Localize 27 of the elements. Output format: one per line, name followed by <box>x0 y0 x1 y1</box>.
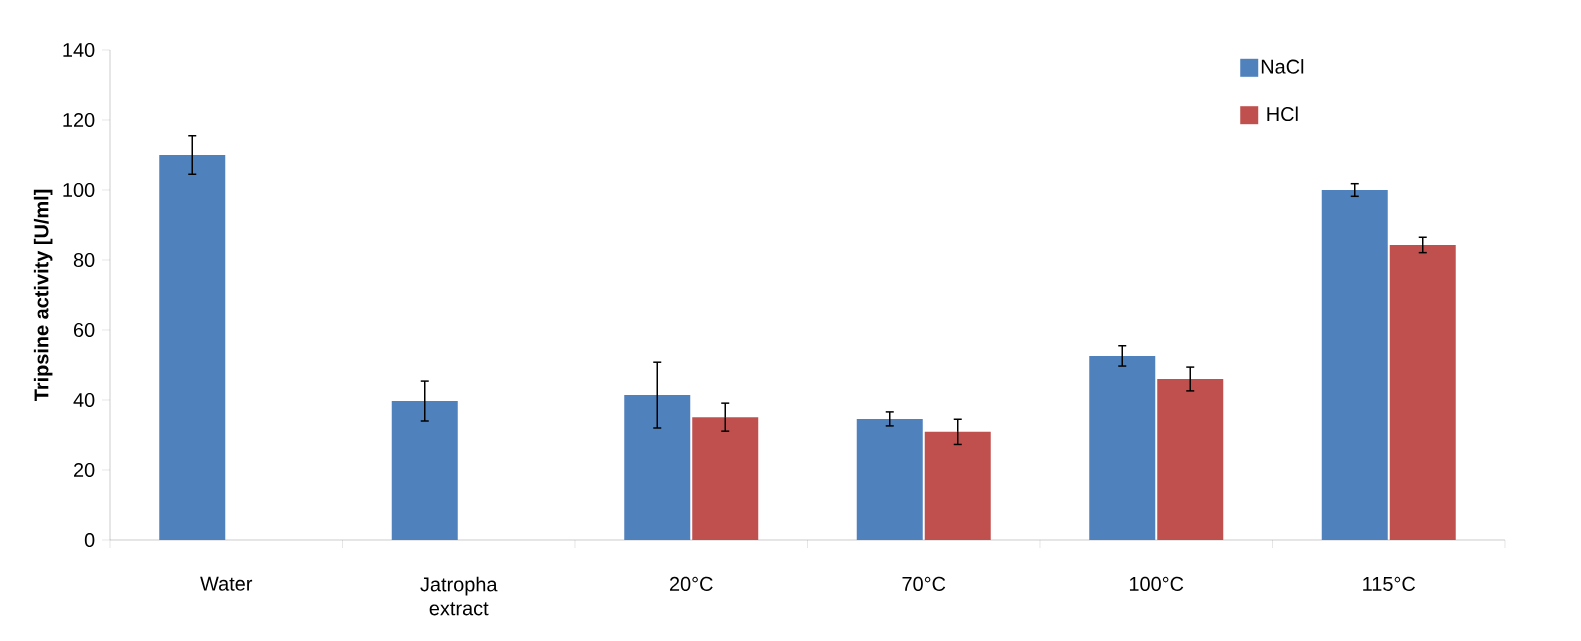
bar <box>391 401 458 540</box>
bar <box>692 417 759 540</box>
x-tick-label: Jatropha extract <box>420 576 498 616</box>
bar <box>856 418 923 540</box>
y-tick-label: 20 <box>74 462 95 478</box>
x-tick-label: 115°C <box>1363 576 1416 591</box>
legend-label: NaCl <box>1261 59 1304 74</box>
bar <box>1321 190 1388 540</box>
bar <box>1157 379 1224 540</box>
bar <box>1089 355 1156 540</box>
bar <box>624 395 691 540</box>
y-tick-label: 60 <box>74 322 95 338</box>
x-tick-label: Water <box>200 576 253 591</box>
y-tick-label: 120 <box>63 112 95 128</box>
y-tick-label: 140 <box>63 42 95 58</box>
y-tick-label: 40 <box>73 392 95 408</box>
bar <box>1389 244 1456 540</box>
x-tick-label: 100°C <box>1129 576 1184 591</box>
x-tick-label: 70°C <box>902 576 946 591</box>
bar <box>924 431 991 540</box>
y-tick-label: 80 <box>73 252 95 268</box>
y-tick-label: 0 <box>84 532 95 548</box>
x-tick-label: 20°C <box>669 576 713 591</box>
y-axis-title: Tripsine activity [U/ml] <box>33 189 53 402</box>
y-tick-label: 100 <box>63 182 95 198</box>
legend-label: HCl <box>1267 106 1298 122</box>
bar <box>159 155 226 540</box>
